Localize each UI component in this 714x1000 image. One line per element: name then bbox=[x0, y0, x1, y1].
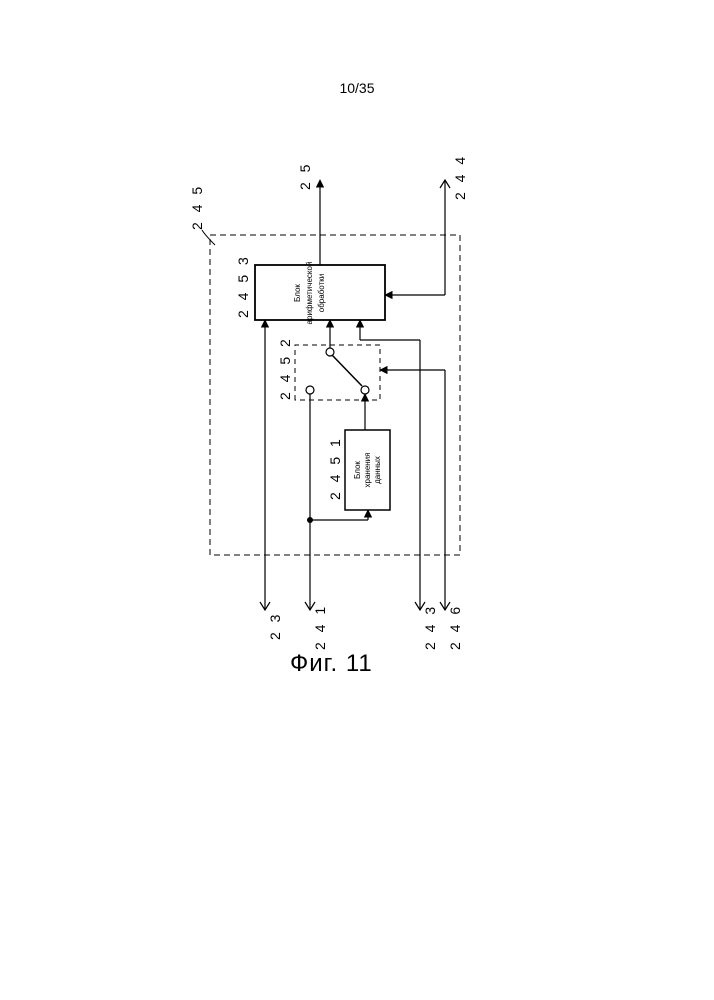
switch-ref: 2 4 5 2 bbox=[277, 336, 293, 400]
arith-block-ref: 2 4 5 3 bbox=[235, 254, 251, 318]
storage-block-label-1: Блок bbox=[353, 461, 362, 479]
page: 10/35 2 4 5 Блок хранения данных 2 4 5 bbox=[0, 0, 714, 1000]
ref-241: 2 4 1 bbox=[312, 604, 328, 650]
arith-block-label-3: обработки bbox=[317, 274, 326, 312]
switch-terminal-bottom bbox=[361, 386, 369, 394]
storage-block-label-3: данных bbox=[373, 456, 382, 484]
ref-23: 2 3 bbox=[267, 612, 283, 640]
ref-25: 2 5 bbox=[297, 162, 313, 190]
arith-block-label-2: арифметической bbox=[305, 262, 314, 325]
ref-246: 2 4 6 bbox=[447, 604, 463, 650]
arith-block-label-1: Блок bbox=[293, 284, 302, 302]
switch-arm bbox=[332, 355, 362, 386]
figure-caption: Фиг. 11 bbox=[290, 650, 373, 678]
ref-244: 2 4 4 bbox=[452, 154, 468, 200]
page-number: 10/35 bbox=[0, 80, 714, 96]
ref-243: 2 4 3 bbox=[422, 604, 438, 650]
switch-terminal-top bbox=[306, 386, 314, 394]
storage-block-ref: 2 4 5 1 bbox=[327, 436, 343, 500]
diagram: 2 4 5 Блок хранения данных 2 4 5 1 Блок … bbox=[150, 150, 570, 650]
storage-block-label-2: хранения bbox=[363, 453, 372, 488]
container-ref: 2 4 5 bbox=[189, 184, 205, 230]
